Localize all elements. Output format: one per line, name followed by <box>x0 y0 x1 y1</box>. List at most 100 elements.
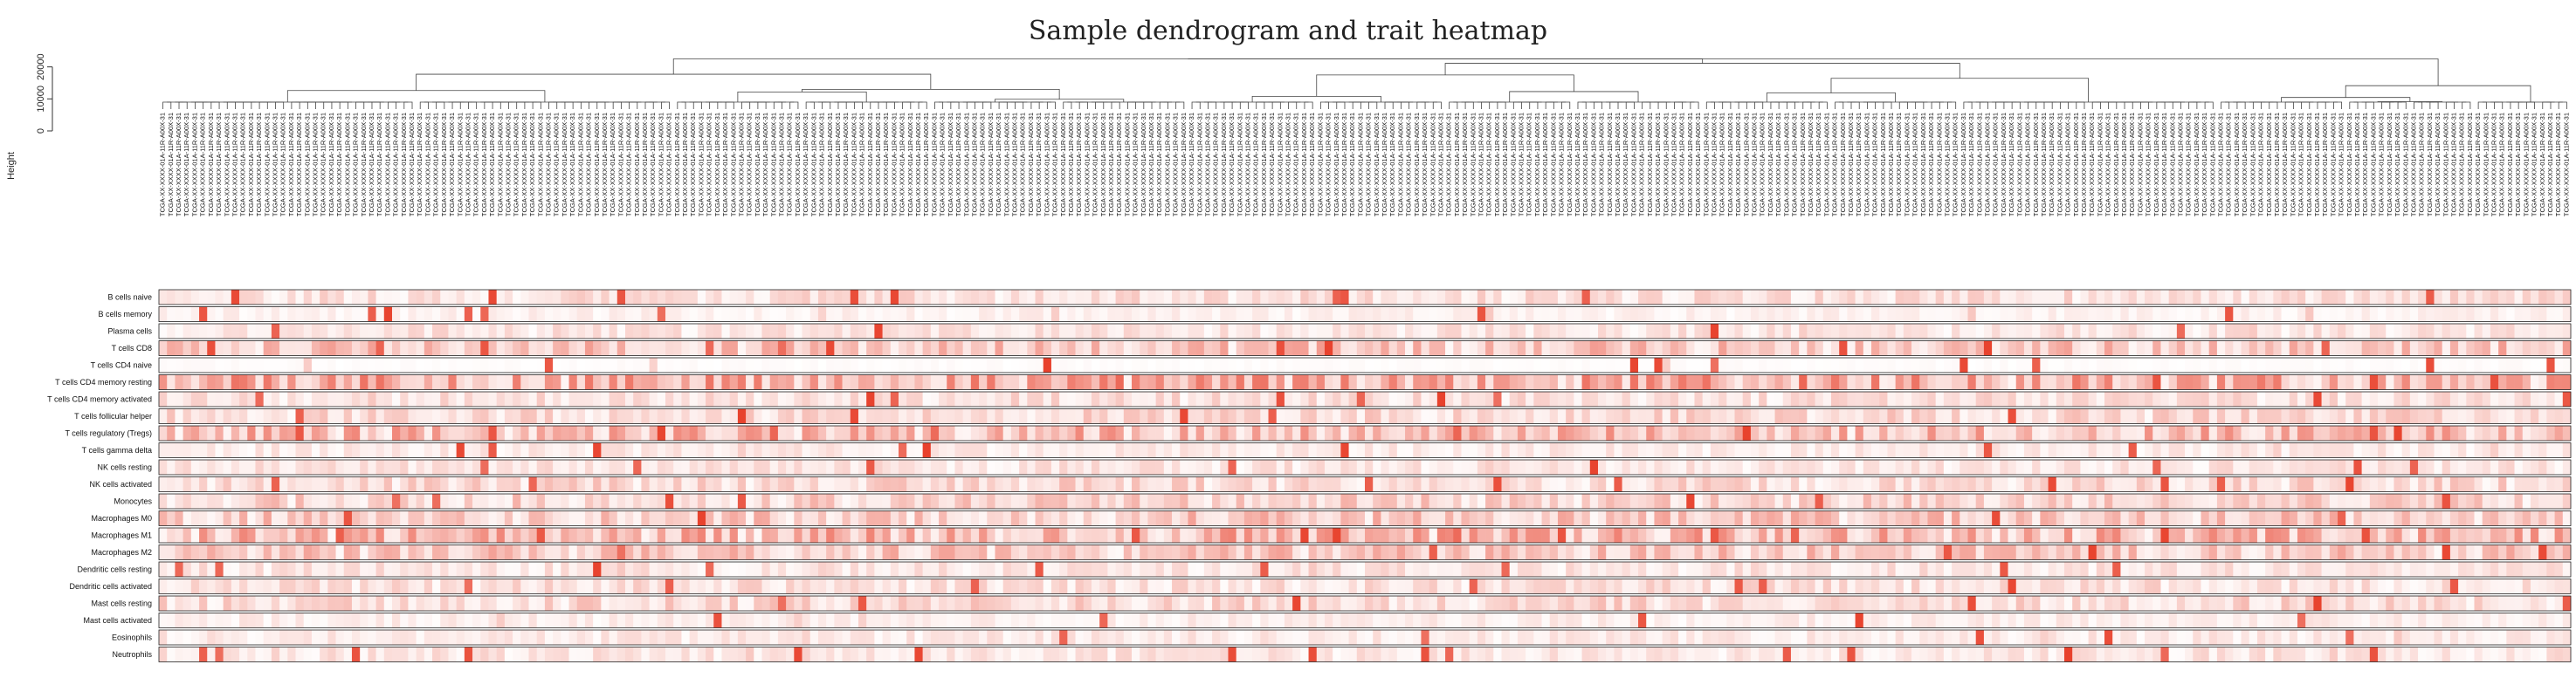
heatmap-cell <box>1180 306 1188 322</box>
heatmap-cell <box>2353 510 2362 526</box>
heatmap-cell <box>786 408 795 424</box>
heatmap-cell <box>947 306 955 322</box>
heatmap-cell <box>1734 306 1744 322</box>
heatmap-cell <box>1614 494 1622 509</box>
heatmap-cell <box>271 306 280 322</box>
heatmap-cell <box>2120 494 2129 509</box>
heatmap-cell <box>842 290 851 305</box>
heatmap-cell <box>1742 408 1752 424</box>
heatmap-cell <box>2233 510 2242 526</box>
heatmap-cell <box>255 460 264 475</box>
heatmap-cell <box>1807 408 1815 424</box>
heatmap-cell <box>2176 374 2186 390</box>
heatmap-cell <box>408 408 417 424</box>
heatmap-cell <box>1622 324 1631 339</box>
heatmap-cell <box>1099 392 1108 407</box>
heatmap-cell <box>1413 290 1422 305</box>
heatmap-cell <box>2000 510 2008 526</box>
heatmap-cell <box>327 324 336 339</box>
heatmap-cell <box>2338 408 2346 424</box>
heatmap-cell <box>561 340 569 356</box>
heatmap-cell <box>930 340 940 356</box>
heatmap-cell <box>416 306 425 322</box>
heatmap-row-frame <box>158 323 2572 339</box>
heatmap-cell <box>657 476 666 492</box>
heatmap-cell <box>360 494 368 509</box>
heatmap-cell <box>464 510 473 526</box>
heatmap-cell <box>1759 374 1767 390</box>
heatmap-cell <box>1195 374 1205 390</box>
heatmap-cell <box>842 306 851 322</box>
dendrogram-branch <box>499 101 509 109</box>
heatmap-cell <box>1541 290 1551 305</box>
heatmap-cell <box>962 392 972 407</box>
heatmap-cell <box>794 476 802 492</box>
heatmap-cell <box>1830 374 1840 390</box>
heatmap-cell <box>1710 358 1719 373</box>
heatmap-cell <box>1992 306 2001 322</box>
heatmap-cell <box>689 340 699 356</box>
heatmap-cell <box>1622 392 1631 407</box>
leaf-label: TCGA-XX-XXXX-01A-11R-A00X-31 <box>408 113 416 216</box>
heatmap-cell <box>1606 494 1615 509</box>
heatmap-cell <box>1767 442 1775 458</box>
heatmap-cell <box>1284 392 1293 407</box>
heatmap-cell <box>215 494 224 509</box>
heatmap-cell <box>1050 408 1060 424</box>
heatmap-cell <box>1557 442 1567 458</box>
leaf-label: TCGA-XX-XXXX-01A-11R-A00X-31 <box>1887 113 1895 216</box>
heatmap-cell <box>761 442 771 458</box>
heatmap-cell <box>721 290 730 305</box>
heatmap-cell <box>2281 306 2290 322</box>
heatmap-cell <box>1002 408 1012 424</box>
heatmap-cell <box>1759 290 1767 305</box>
heatmap-cell <box>1059 494 1068 509</box>
heatmap-cell <box>2353 476 2362 492</box>
heatmap-cell <box>1381 392 1389 407</box>
leaf-label: TCGA-XX-XXXX-01A-11R-A00X-31 <box>1413 113 1421 216</box>
heatmap-cell <box>906 306 915 322</box>
dendrogram-branch <box>371 101 381 109</box>
heatmap-cell <box>826 442 835 458</box>
heatmap-cell <box>400 460 409 475</box>
heatmap-cell <box>343 408 353 424</box>
heatmap-cell <box>737 306 747 322</box>
heatmap-cell <box>279 510 288 526</box>
heatmap-cell <box>279 442 288 458</box>
heatmap-cell <box>2369 392 2379 407</box>
heatmap-cell <box>2072 426 2081 441</box>
heatmap-cell <box>1517 408 1526 424</box>
heatmap-cell <box>576 306 586 322</box>
heatmap-cell <box>930 306 940 322</box>
heatmap-cell <box>1879 460 1888 475</box>
heatmap-cell <box>1308 340 1318 356</box>
heatmap-cell <box>1983 306 1993 322</box>
heatmap-cell <box>2168 358 2178 373</box>
leaf-label: TCGA-XX-XXXX-01A-11R-A00X-31 <box>842 113 850 216</box>
heatmap-cell <box>2040 324 2049 339</box>
dendrogram-branch <box>2365 101 2374 109</box>
heatmap-cell <box>1445 392 1454 407</box>
heatmap-cell <box>335 494 345 509</box>
heatmap-cell <box>2145 476 2153 492</box>
heatmap-cell <box>1413 476 1422 492</box>
heatmap-cell <box>721 324 730 339</box>
heatmap-cell <box>1638 340 1647 356</box>
heatmap-cell <box>1252 426 1261 441</box>
heatmap-cell <box>858 460 867 475</box>
heatmap-cell <box>1694 426 1703 441</box>
heatmap-cell <box>2136 374 2146 390</box>
leaf-label: TCGA-XX-XXXX-01A-11R-A00X-31 <box>2168 113 2176 216</box>
heatmap-cell <box>834 442 843 458</box>
heatmap-cell <box>488 426 497 441</box>
heatmap-cell <box>1622 358 1631 373</box>
heatmap-cell <box>2305 494 2314 509</box>
heatmap-cell <box>1050 426 1060 441</box>
heatmap-cell <box>424 392 433 407</box>
heatmap-cell <box>2136 408 2146 424</box>
heatmap-cell <box>520 392 529 407</box>
heatmap-cell <box>1075 358 1085 373</box>
heatmap-cell <box>2000 374 2008 390</box>
dendrogram-branch <box>966 101 975 109</box>
heatmap-cell <box>2466 340 2475 356</box>
